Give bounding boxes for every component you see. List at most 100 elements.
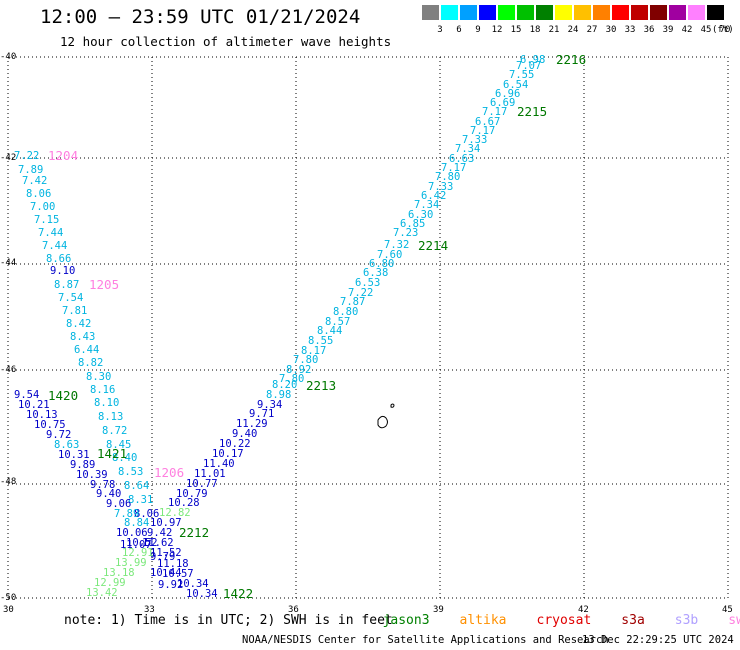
wave-height-value: 8.84 bbox=[124, 517, 149, 529]
wave-height-value: 9.78 bbox=[90, 479, 115, 491]
wave-height-value: 7.17 bbox=[482, 106, 507, 118]
legend-label-15: 15 bbox=[510, 25, 522, 35]
wave-height-value: 9.10 bbox=[50, 265, 75, 277]
wave-height-value: 6.38 bbox=[363, 267, 388, 279]
wave-height-value: 9.42 bbox=[147, 527, 172, 539]
wave-height-value: 7.89 bbox=[114, 508, 139, 520]
wave-height-value: 10.52 bbox=[126, 537, 158, 549]
wave-height-value: 6.67 bbox=[475, 116, 500, 128]
legend-swatch-30 bbox=[593, 5, 610, 20]
wave-height-value: 8.06 bbox=[26, 188, 51, 200]
wave-height-value: 7.80 bbox=[279, 373, 304, 385]
wave-height-value: 10.57 bbox=[162, 568, 194, 580]
pass-time-label: 1205 bbox=[89, 277, 119, 292]
wave-height-value: 13.99 bbox=[115, 557, 147, 569]
wave-height-value: 8.92 bbox=[286, 364, 311, 376]
wave-height-value: 11.62 bbox=[142, 537, 174, 549]
pass-time-label: 2215 bbox=[517, 104, 547, 119]
satellite-s3b: s3b bbox=[674, 613, 699, 628]
wave-height-value: 6.44 bbox=[74, 344, 99, 356]
wave-height-value: 10.17 bbox=[212, 448, 244, 460]
wave-height-value: 7.17 bbox=[470, 125, 495, 137]
page-subtitle: 12 hour collection of altimeter wave hei… bbox=[60, 34, 392, 49]
lon-tick-label: 45 bbox=[722, 605, 733, 615]
wave-height-value: 7.44 bbox=[42, 240, 67, 252]
legend-swatch-3 bbox=[422, 5, 439, 20]
lat-tick-label: -50 bbox=[0, 593, 16, 603]
satellite-s3a: s3a bbox=[621, 613, 645, 628]
wave-height-value: 7.80 bbox=[293, 354, 318, 366]
wave-height-value: 12.99 bbox=[94, 577, 126, 589]
generated-timestamp: 13 Dec 22:29:25 UTC 2024 bbox=[582, 634, 734, 646]
wave-height-value: 9.34 bbox=[257, 399, 282, 411]
wave-height-value: 9.72 bbox=[46, 429, 71, 441]
legend-label-36: 36 bbox=[643, 25, 655, 35]
wave-height-value: 10.34 bbox=[177, 578, 209, 590]
lon-tick-label: 33 bbox=[144, 605, 155, 615]
wave-height-value: 9.92 bbox=[158, 579, 183, 591]
legend-label-21: 21 bbox=[548, 25, 560, 35]
legend-swatch-36 bbox=[631, 5, 648, 20]
island-outline bbox=[377, 403, 395, 429]
wave-height-value: 8.80 bbox=[333, 306, 358, 318]
legend-swatch-27 bbox=[574, 5, 591, 20]
pass-time-label: 2212 bbox=[179, 525, 209, 540]
legend-label-18: 18 bbox=[529, 25, 541, 35]
wave-height-value: 10.13 bbox=[26, 409, 58, 421]
wave-height-value: 8.20 bbox=[272, 379, 297, 391]
wave-height-value: 6.30 bbox=[408, 209, 433, 221]
note-text: note: 1) Time is in UTC; 2) SWH is in fe… bbox=[64, 613, 393, 628]
legend-label-39: 39 bbox=[662, 25, 674, 35]
legend-label-42: 42 bbox=[681, 25, 693, 35]
pass-time-label: 1206 bbox=[154, 465, 184, 480]
wave-height-value: 7.42 bbox=[22, 175, 47, 187]
legend-label-24: 24 bbox=[567, 25, 579, 35]
lat-tick-label: -40 bbox=[0, 52, 16, 62]
wave-height-value: 8.16 bbox=[90, 384, 115, 396]
wave-height-value: 7.60 bbox=[377, 249, 402, 261]
wave-height-value: 8.55 bbox=[308, 335, 333, 347]
wave-height-value: 8.06 bbox=[134, 508, 159, 520]
wave-height-value: 11.18 bbox=[157, 558, 189, 570]
wave-height-value: 7.34 bbox=[414, 199, 439, 211]
wave-height-values: 6.987.077.556.546.966.697.176.677.177.33… bbox=[14, 54, 545, 600]
lat-tick-label: -44 bbox=[0, 258, 16, 268]
wave-height-value: 7.32 bbox=[384, 239, 409, 251]
satellite-jason3: jason3 bbox=[382, 613, 430, 628]
legend-swatch-45 bbox=[688, 5, 705, 20]
wave-height-value: 7.22 bbox=[348, 287, 373, 299]
wave-height-value: 13.42 bbox=[86, 587, 118, 599]
wave-height-value: 7.80 bbox=[435, 171, 460, 183]
wave-height-value: 7.33 bbox=[428, 181, 453, 193]
legend-label-45: 45 bbox=[700, 25, 712, 35]
wave-height-value: 11.01 bbox=[194, 468, 226, 480]
wave-height-value: 9.40 bbox=[96, 488, 121, 500]
legend-swatch-6 bbox=[441, 5, 458, 20]
wave-height-value: 6.42 bbox=[421, 190, 446, 202]
wave-height-value: 6.96 bbox=[495, 88, 520, 100]
wave-height-value: 8.72 bbox=[102, 425, 127, 437]
wave-height-value: 13.18 bbox=[103, 567, 135, 579]
wave-height-value: 7.44 bbox=[38, 227, 63, 239]
wave-height-value: 7.22 bbox=[14, 150, 39, 162]
pass-time-label: 1420 bbox=[48, 388, 78, 403]
legend-label-3: 3 bbox=[437, 25, 443, 35]
legend-swatch-42 bbox=[669, 5, 686, 20]
map-axes: -40 -42 -44 -46 -48 -50 30 33 36 39 42 45 bbox=[0, 52, 733, 615]
wave-height-value: 8.57 bbox=[325, 316, 350, 328]
wave-height-value: 12.91 bbox=[122, 547, 154, 559]
legend-swatch-9 bbox=[460, 5, 477, 20]
legend-label-33: 33 bbox=[624, 25, 636, 35]
legend-label-70: 70 bbox=[719, 25, 731, 35]
satellite-swot: swot bbox=[728, 613, 740, 628]
wave-height-value: 6.69 bbox=[490, 97, 515, 109]
wave-height-value: 8.30 bbox=[86, 371, 111, 383]
lon-tick-label: 30 bbox=[3, 605, 14, 615]
wave-height-value: 9.71 bbox=[249, 408, 274, 420]
wave-height-value: 6.85 bbox=[400, 218, 425, 230]
wave-height-value: 11.52 bbox=[150, 547, 182, 559]
wave-height-value: 9.89 bbox=[70, 459, 95, 471]
lon-tick-label: 39 bbox=[433, 605, 444, 615]
wave-height-value: 7.23 bbox=[393, 227, 418, 239]
pass-time-labels: 2216 2215 2214 2213 2212 1422 1421 1420 1204 1205… bbox=[48, 52, 586, 601]
